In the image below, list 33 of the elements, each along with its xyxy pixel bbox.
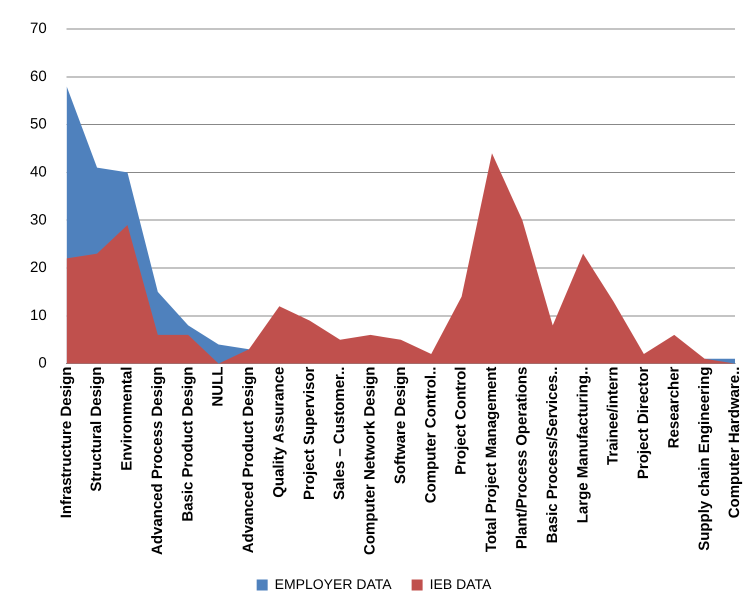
x-tick-label: Software Design bbox=[392, 366, 409, 484]
y-tick-label: 30 bbox=[30, 211, 47, 228]
x-tick-label: Researcher bbox=[665, 366, 682, 448]
y-tick-label: 10 bbox=[30, 306, 47, 324]
legend-label: IEB DATA bbox=[430, 576, 492, 592]
y-tick-label: 60 bbox=[30, 68, 47, 85]
x-tick-label: NULL bbox=[210, 366, 227, 407]
x-tick-label: Large Manufacturing.. bbox=[574, 366, 592, 524]
x-tick-label: Environmental bbox=[118, 366, 136, 471]
x-tick-label: Project Control bbox=[452, 366, 470, 475]
x-tick-label: Supply chain Engineering bbox=[696, 366, 713, 551]
x-tick-label: Computer Network Design bbox=[362, 366, 379, 555]
x-tick-label: Total Project Management bbox=[483, 366, 500, 552]
y-tick-label: 0 bbox=[38, 354, 47, 372]
y-tick-label: 40 bbox=[30, 164, 47, 181]
x-tick-label: Basic Product Design bbox=[179, 366, 196, 522]
x-tick-label: Project Director bbox=[635, 366, 652, 480]
x-tick-label: Plant/Process Operations bbox=[513, 366, 530, 550]
x-tick-label: Quality Assurance bbox=[270, 366, 288, 498]
y-tick-label: 20 bbox=[30, 259, 47, 276]
x-tick-label: Sales – Customer.. bbox=[331, 366, 348, 500]
x-tick-label: Computer Hardware.. bbox=[726, 366, 744, 518]
x-tick-label: Advanced Process Design bbox=[148, 366, 166, 556]
x-tick-label: Infrastructure Design bbox=[58, 366, 75, 518]
legend-label: EMPLOYER DATA bbox=[274, 576, 392, 592]
y-tick-label: 70 bbox=[30, 20, 47, 38]
x-tick-label: Project Supervisor bbox=[300, 366, 318, 500]
x-tick-label: Advanced Product Design bbox=[240, 366, 258, 554]
x-tick-label: Structural Design bbox=[88, 366, 106, 492]
y-tick-label: 50 bbox=[30, 116, 47, 133]
x-tick-label: Basic Process/Services.. bbox=[544, 366, 561, 544]
x-tick-label: Trainee/intern bbox=[604, 366, 622, 465]
x-tick-label: Computer Control.. bbox=[422, 366, 440, 504]
